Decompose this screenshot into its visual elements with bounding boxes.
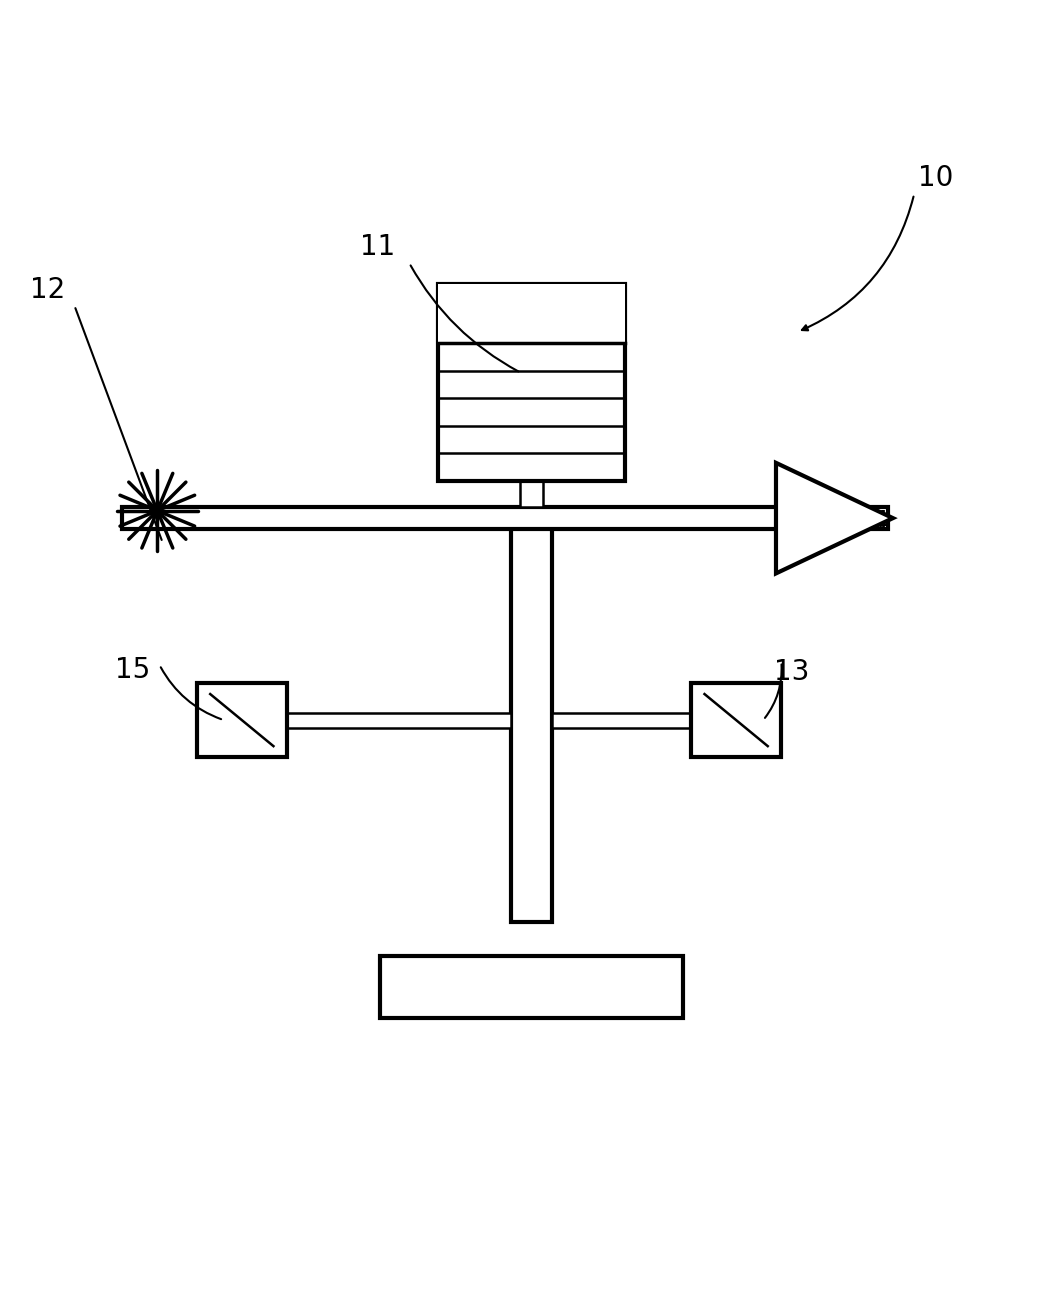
Polygon shape [776, 462, 893, 573]
Bar [438, 284, 624, 344]
Bar [520, 467, 543, 508]
Bar [552, 712, 691, 728]
Bar [691, 682, 781, 758]
Text: 15: 15 [115, 656, 151, 684]
Bar [381, 956, 684, 1018]
Bar [197, 682, 287, 758]
Bar [438, 284, 624, 480]
Text: 12: 12 [30, 276, 66, 303]
Text: 13: 13 [774, 659, 810, 686]
Bar [511, 518, 552, 922]
Text: 11: 11 [359, 233, 395, 262]
Text: 10: 10 [917, 164, 954, 191]
Bar [122, 508, 888, 529]
Text: 14: 14 [854, 509, 890, 538]
Bar [287, 712, 511, 728]
